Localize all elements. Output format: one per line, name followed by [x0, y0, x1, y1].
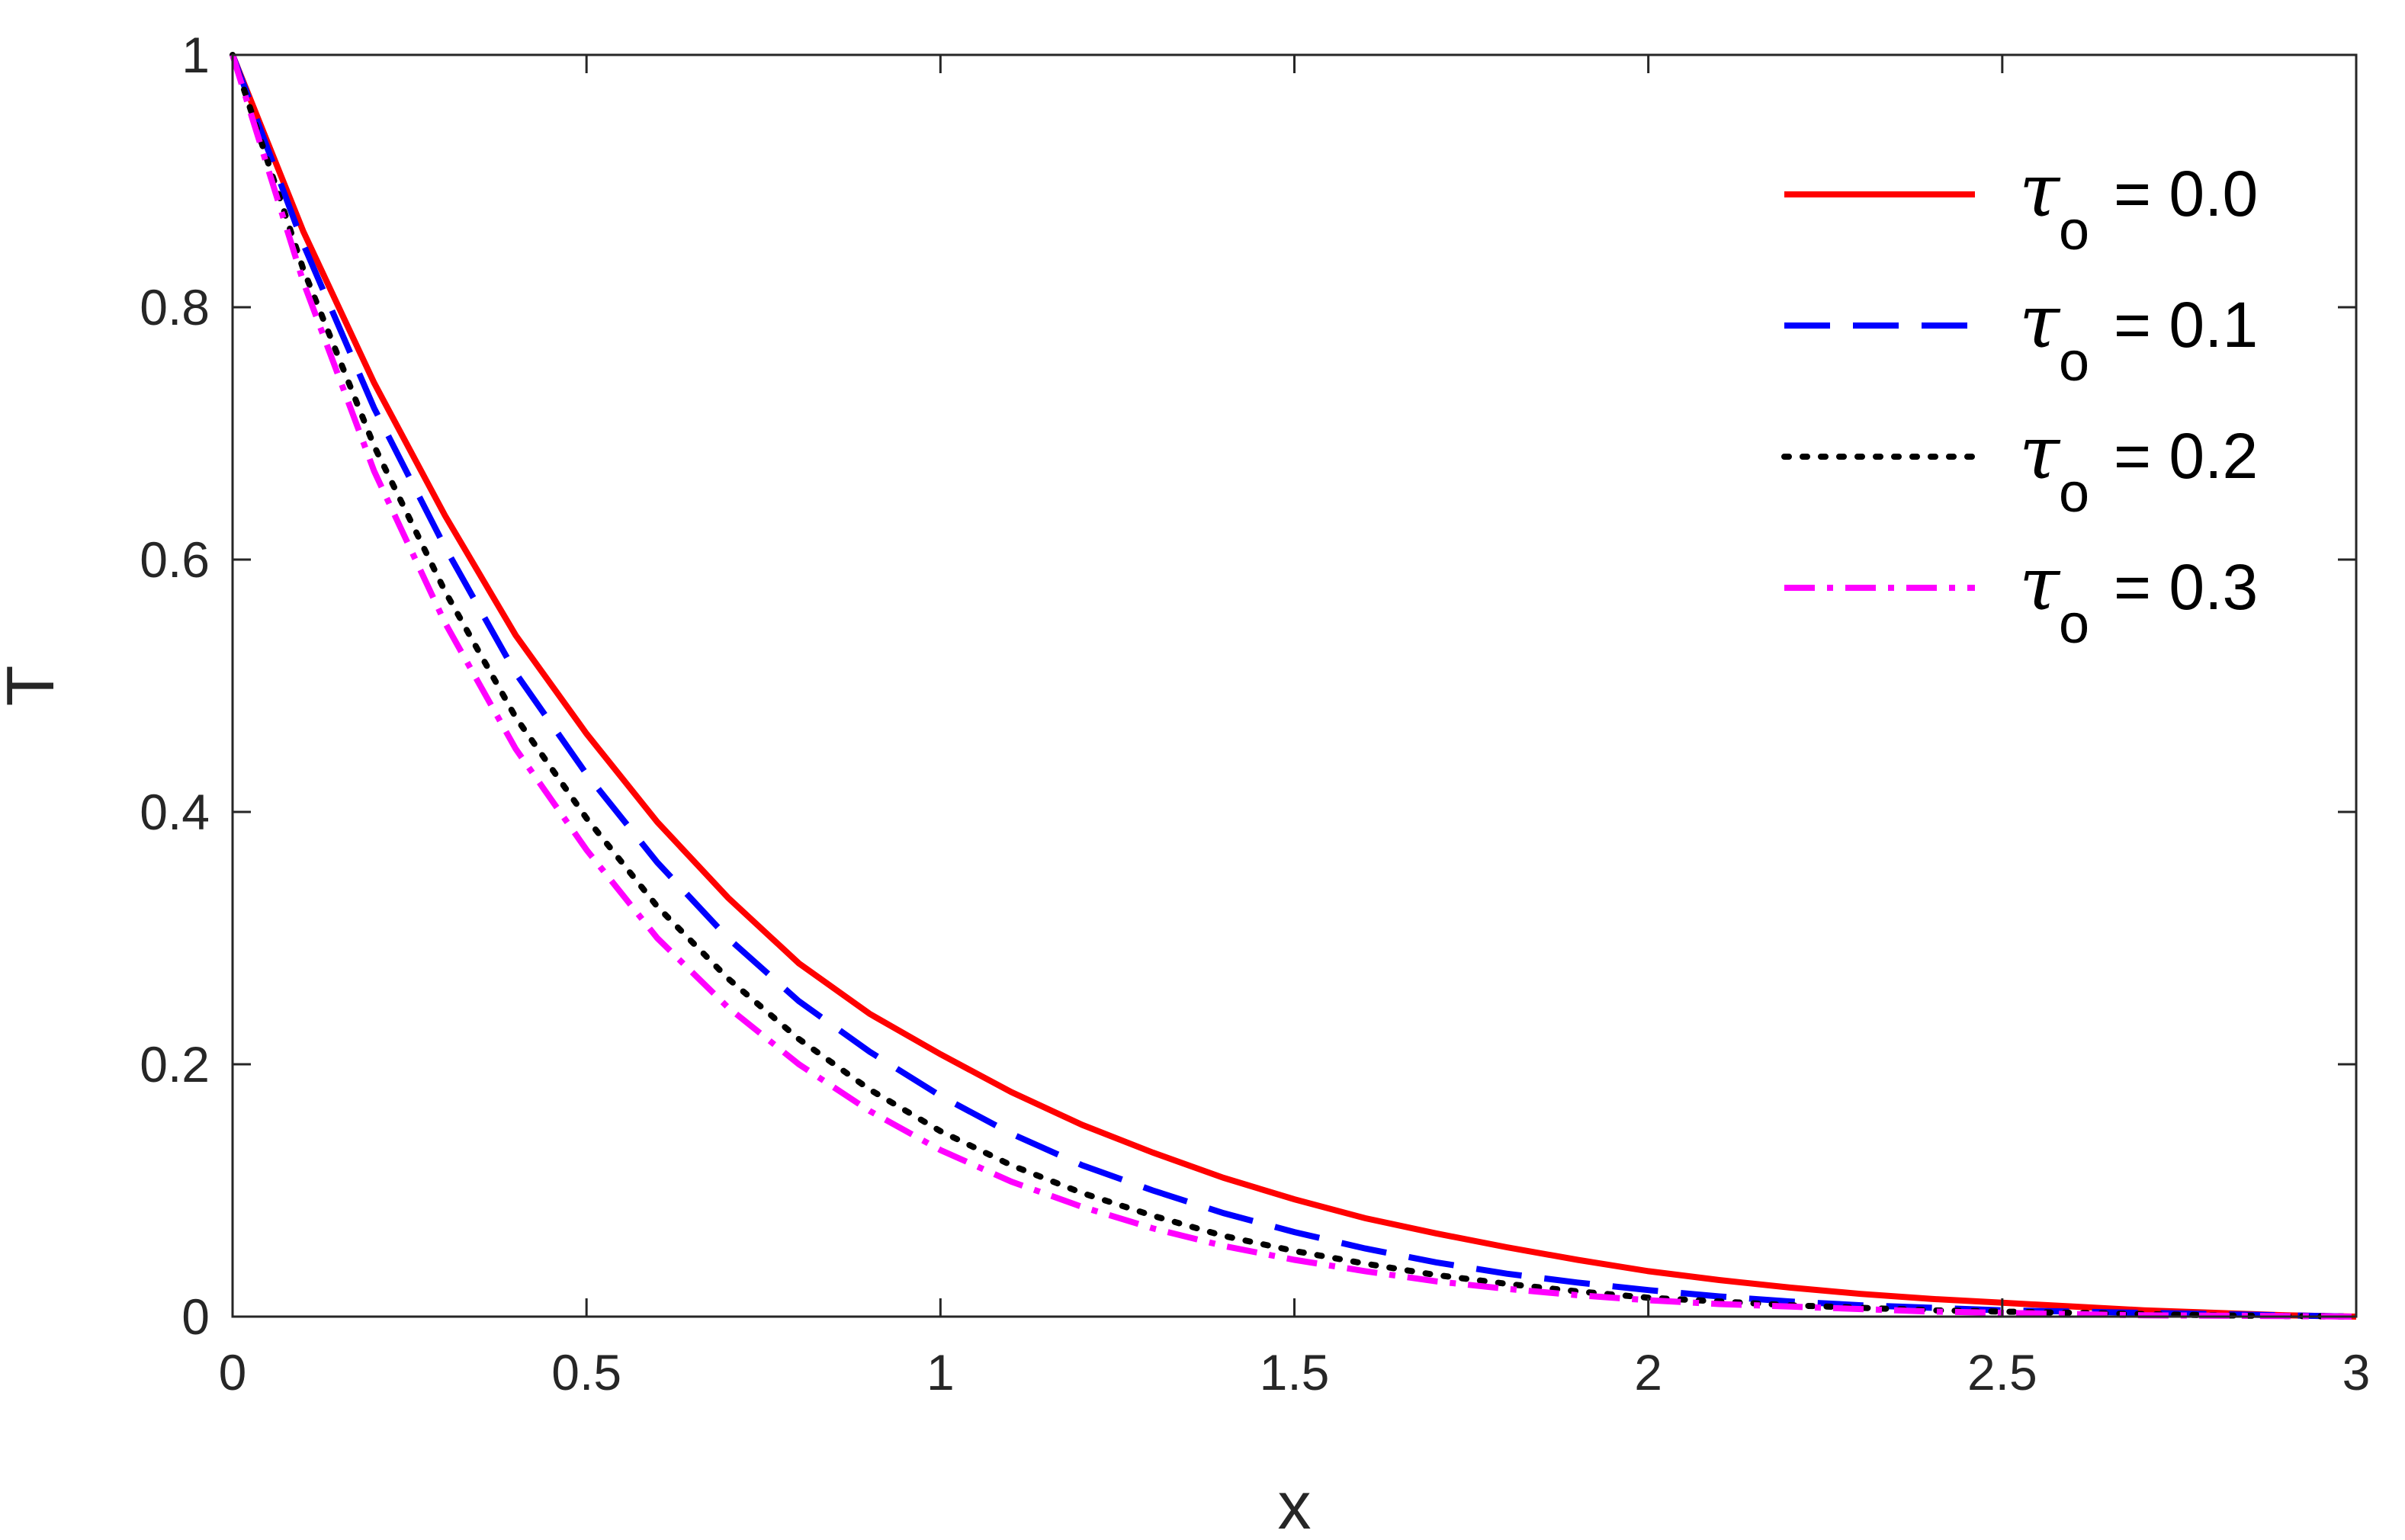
legend-subscript-0: o [2059, 201, 2089, 261]
x-tick-label: 1 [926, 1344, 955, 1400]
x-axis-label: x [1278, 1468, 1312, 1540]
legend-symbol-1: τ [2019, 279, 2061, 364]
legend-subscript-3: o [2059, 594, 2089, 655]
series-line-2 [230, 52, 2359, 1320]
x-tick-label: 1.5 [1260, 1344, 1330, 1400]
legend-symbol-2: τ [2019, 410, 2061, 496]
legend-value-2: = 0.2 [2114, 420, 2258, 492]
y-tick-label: 0 [181, 1288, 210, 1345]
legend-value-0: = 0.0 [2114, 158, 2258, 229]
series-line-1 [230, 53, 2357, 1320]
legend: τo= 0.0τo= 0.1τo= 0.2τo= 0.3 [1781, 148, 2258, 655]
legend-value-3: = 0.3 [2114, 551, 2258, 623]
legend-subscript-2: o [2059, 463, 2089, 524]
y-tick-label: 0.8 [140, 279, 210, 335]
x-tick-label: 0 [219, 1344, 247, 1400]
plot-background [233, 55, 2356, 1317]
legend-symbol-0: τ [2019, 148, 2061, 233]
y-tick-label: 1 [181, 27, 210, 83]
plot-area [233, 55, 2356, 1317]
x-tick-label: 0.5 [551, 1344, 621, 1400]
x-tick-label: 3 [2342, 1344, 2371, 1400]
legend-value-1: = 0.1 [2114, 289, 2258, 361]
x-tick-label: 2 [1634, 1344, 1662, 1400]
y-tick-label: 0.4 [140, 784, 210, 840]
y-tick-label: 0.6 [140, 531, 210, 588]
ticks-layer: 0 0.5 1 1.5 2 2.5 3 0 0.2 0.4 0.6 0.8 1 [140, 27, 2370, 1400]
legend-subscript-1: o [2059, 332, 2089, 393]
legend-symbol-3: τ [2019, 541, 2061, 627]
y-tick-label: 0.2 [140, 1036, 210, 1092]
y-axis-label: T [0, 666, 68, 707]
x-tick-label: 2.5 [1967, 1344, 2037, 1400]
